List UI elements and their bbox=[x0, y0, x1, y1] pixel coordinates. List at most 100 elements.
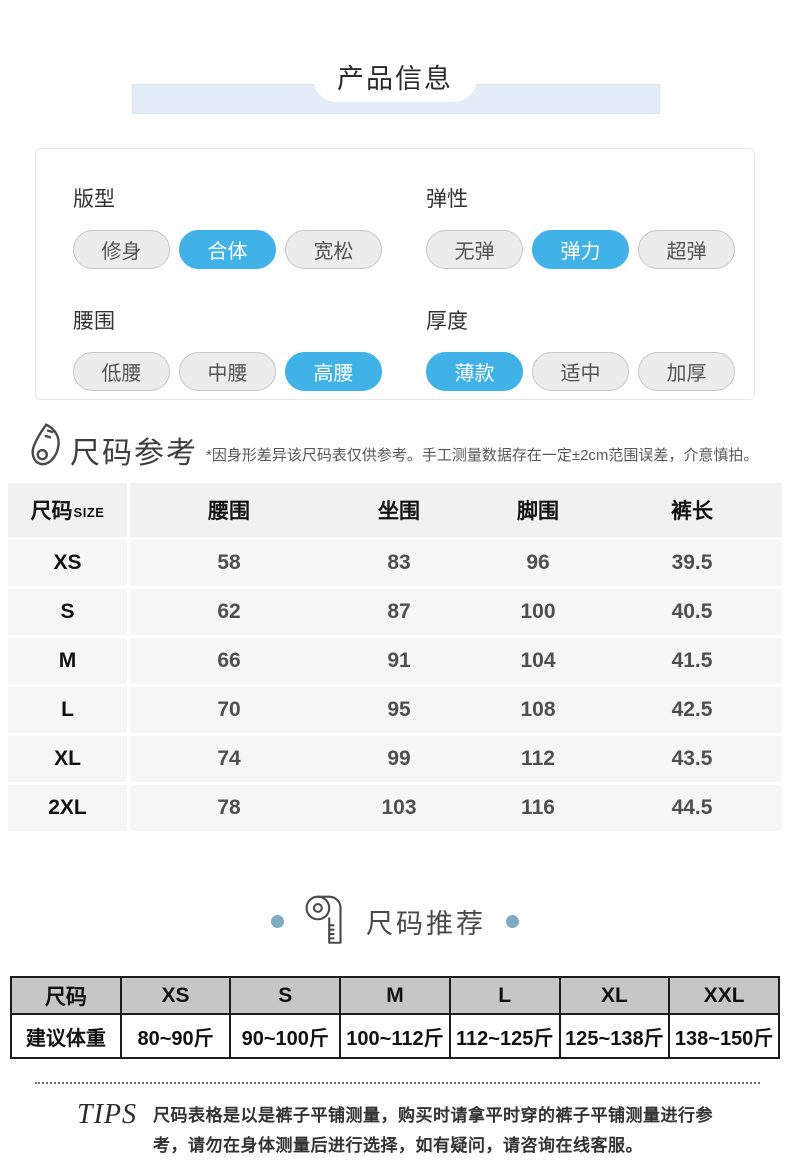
size-value-cell: 116 bbox=[521, 796, 555, 819]
weight-table-header-cell: XS bbox=[119, 976, 232, 1015]
attribute-label: 弹性 bbox=[426, 188, 468, 211]
size-table-header-size: 尺码 SIZE bbox=[8, 483, 130, 537]
tape-measure-icon bbox=[304, 893, 344, 949]
size-value-cell: 103 bbox=[381, 796, 417, 819]
option-pill[interactable]: 无弹 bbox=[426, 230, 523, 269]
size-value-cell: 43.5 bbox=[671, 747, 713, 770]
size-recommend-section: 尺码推荐 尺码 XS S M L XL XXL 建议体重 80~90斤 90~100斤 100~1… bbox=[0, 893, 790, 1059]
weight-table: 尺码 XS S M L XL XXL 建议体重 80~90斤 90~100斤 100~112斤 11… bbox=[10, 976, 780, 1059]
size-value-cell: 91 bbox=[387, 649, 411, 672]
size-value-cell: 44.5 bbox=[671, 796, 713, 819]
table-row: XL 74 99 112 43.5 bbox=[8, 736, 782, 782]
size-value-cell: 70 bbox=[217, 698, 241, 721]
size-reference-header: 尺码参考 *因身形差异该尺码表仅供参考。手工测量数据存在一定±2cm范围误差，介… bbox=[28, 418, 790, 470]
option-pill[interactable]: 修身 bbox=[73, 230, 170, 269]
attribute-group: 厚度薄款 适中 加厚 bbox=[426, 305, 754, 391]
attribute-group: 版型修身 合体 宽松 bbox=[73, 183, 426, 269]
size-table: 尺码 SIZE 腰围 坐围 脚围 裤长 XS 58 83 96 39.5 S 62 87 100 40.5 M 6… bbox=[8, 483, 782, 831]
size-value-cell: 74 bbox=[217, 747, 241, 770]
size-reference-note: *因身形差异该尺码表仅供参考。手工测量数据存在一定±2cm范围误差，介意慎拍。 bbox=[206, 447, 759, 464]
option-pill[interactable]: 加厚 bbox=[638, 352, 735, 391]
size-value-cell: 62 bbox=[217, 600, 241, 623]
size-value-cell: 83 bbox=[387, 551, 411, 574]
weight-value-cell: 125~138斤 bbox=[558, 1013, 671, 1059]
decor-dot-right bbox=[506, 914, 519, 928]
attribute-label: 腰围 bbox=[73, 310, 115, 333]
option-pill-selected[interactable]: 弹力 bbox=[532, 230, 629, 269]
size-table-header-cell: 脚围 bbox=[517, 500, 559, 523]
size-table-header-row: 尺码 SIZE 腰围 坐围 脚围 裤长 bbox=[8, 483, 782, 537]
weight-value-cell: 90~100斤 bbox=[229, 1013, 342, 1059]
option-pill[interactable]: 适中 bbox=[532, 352, 629, 391]
attribute-groups: 版型 修身 合体 宽松 弹性 无弹 弹力 超弹 腰围 低腰 中腰 高腰 厚度 薄款 适中 加厚 bbox=[36, 149, 754, 391]
size-reference-section: 尺码参考 *因身形差异该尺码表仅供参考。手工测量数据存在一定±2cm范围误差，介… bbox=[0, 418, 790, 831]
size-label-cell: XL bbox=[8, 736, 130, 782]
size-value-cell: 104 bbox=[520, 649, 556, 672]
weight-value-cell: 80~90斤 bbox=[119, 1013, 232, 1059]
size-value-cell: 42.5 bbox=[671, 698, 713, 721]
size-label-cell: 2XL bbox=[8, 785, 130, 831]
option-pill[interactable]: 中腰 bbox=[179, 352, 276, 391]
tips-label: TIPS bbox=[77, 1099, 137, 1130]
weight-table-header-cell: 尺码 bbox=[10, 976, 122, 1015]
weight-table-header-cell: XL bbox=[558, 976, 671, 1015]
attribute-options: 修身 合体 宽松 bbox=[73, 230, 426, 269]
table-row: L 70 95 108 42.5 bbox=[8, 687, 782, 733]
page-title: 产品信息 bbox=[313, 54, 477, 102]
size-value-cell: 78 bbox=[217, 796, 241, 819]
size-value-cell: 95 bbox=[387, 698, 411, 721]
size-table-header-cell: 坐围 bbox=[378, 500, 420, 523]
weight-table-header-cell: S bbox=[229, 976, 342, 1015]
option-pill-selected[interactable]: 高腰 bbox=[285, 352, 382, 391]
tips-text: 尺码表格是以是裤子平铺测量，购买时请拿平时穿的裤子平铺测量进行参考，请勿在身体测… bbox=[153, 1106, 713, 1155]
attribute-label: 版型 bbox=[73, 188, 115, 211]
size-recommend-header: 尺码推荐 bbox=[0, 893, 790, 949]
size-value-cell: 100 bbox=[520, 600, 556, 623]
size-table-header-cell: 腰围 bbox=[208, 500, 250, 523]
size-value-cell: 99 bbox=[387, 747, 411, 770]
option-pill[interactable]: 超弹 bbox=[638, 230, 735, 269]
attribute-options: 薄款 适中 加厚 bbox=[426, 352, 754, 391]
attribute-group: 腰围低腰 中腰 高腰 bbox=[73, 305, 426, 391]
attributes-panel: 版型 修身 合体 宽松 弹性 无弹 弹力 超弹 腰围 低腰 中腰 高腰 厚度 薄款 适中 加厚 bbox=[35, 148, 755, 400]
size-label-cell: M bbox=[8, 638, 130, 684]
weight-value-cell: 100~112斤 bbox=[339, 1013, 451, 1059]
size-header-main: 尺码 bbox=[30, 500, 73, 523]
banner: 产品信息 bbox=[0, 0, 790, 148]
size-header-sub: SIZE bbox=[73, 504, 105, 520]
tips-box: TIPS 尺码表格是以是裤子平铺测量，购买时请拿平时穿的裤子平铺测量进行参考，请… bbox=[35, 1082, 760, 1161]
size-table-header-cell: 裤长 bbox=[671, 500, 713, 523]
weight-table-header-cell: XXL bbox=[668, 976, 780, 1015]
weight-value-cell: 138~150斤 bbox=[668, 1013, 780, 1059]
size-recommend-title: 尺码推荐 bbox=[366, 908, 486, 939]
attribute-options: 无弹 弹力 超弹 bbox=[426, 230, 754, 269]
option-pill[interactable]: 宽松 bbox=[285, 230, 382, 269]
size-value-cell: 96 bbox=[526, 551, 550, 574]
attribute-label: 厚度 bbox=[426, 310, 468, 333]
weight-row-label: 建议体重 bbox=[10, 1013, 122, 1059]
table-row: XS 58 83 96 39.5 bbox=[8, 540, 782, 586]
size-label-cell: XS bbox=[8, 540, 130, 586]
size-value-cell: 112 bbox=[521, 747, 555, 770]
table-row: M 66 91 104 41.5 bbox=[8, 638, 782, 684]
size-value-cell: 39.5 bbox=[671, 551, 713, 574]
size-value-cell: 87 bbox=[387, 600, 411, 623]
table-row: S 62 87 100 40.5 bbox=[8, 589, 782, 635]
size-value-cell: 108 bbox=[520, 698, 556, 721]
option-pill-selected[interactable]: 合体 bbox=[179, 230, 276, 269]
size-value-cell: 41.5 bbox=[671, 649, 713, 672]
size-label-cell: S bbox=[8, 589, 130, 635]
curve-ruler-icon bbox=[28, 422, 64, 468]
weight-table-header-cell: M bbox=[339, 976, 451, 1015]
size-value-cell: 58 bbox=[217, 551, 241, 574]
table-row: 2XL 78 103 116 44.5 bbox=[8, 785, 782, 831]
attribute-options: 低腰 中腰 高腰 bbox=[73, 352, 426, 391]
size-reference-title: 尺码参考 bbox=[70, 437, 198, 470]
size-value-cell: 40.5 bbox=[671, 600, 713, 623]
attribute-group: 弹性无弹 弹力 超弹 bbox=[426, 183, 754, 269]
option-pill-selected[interactable]: 薄款 bbox=[426, 352, 523, 391]
size-value-cell: 66 bbox=[217, 649, 241, 672]
option-pill[interactable]: 低腰 bbox=[73, 352, 170, 391]
size-label-cell: L bbox=[8, 687, 130, 733]
